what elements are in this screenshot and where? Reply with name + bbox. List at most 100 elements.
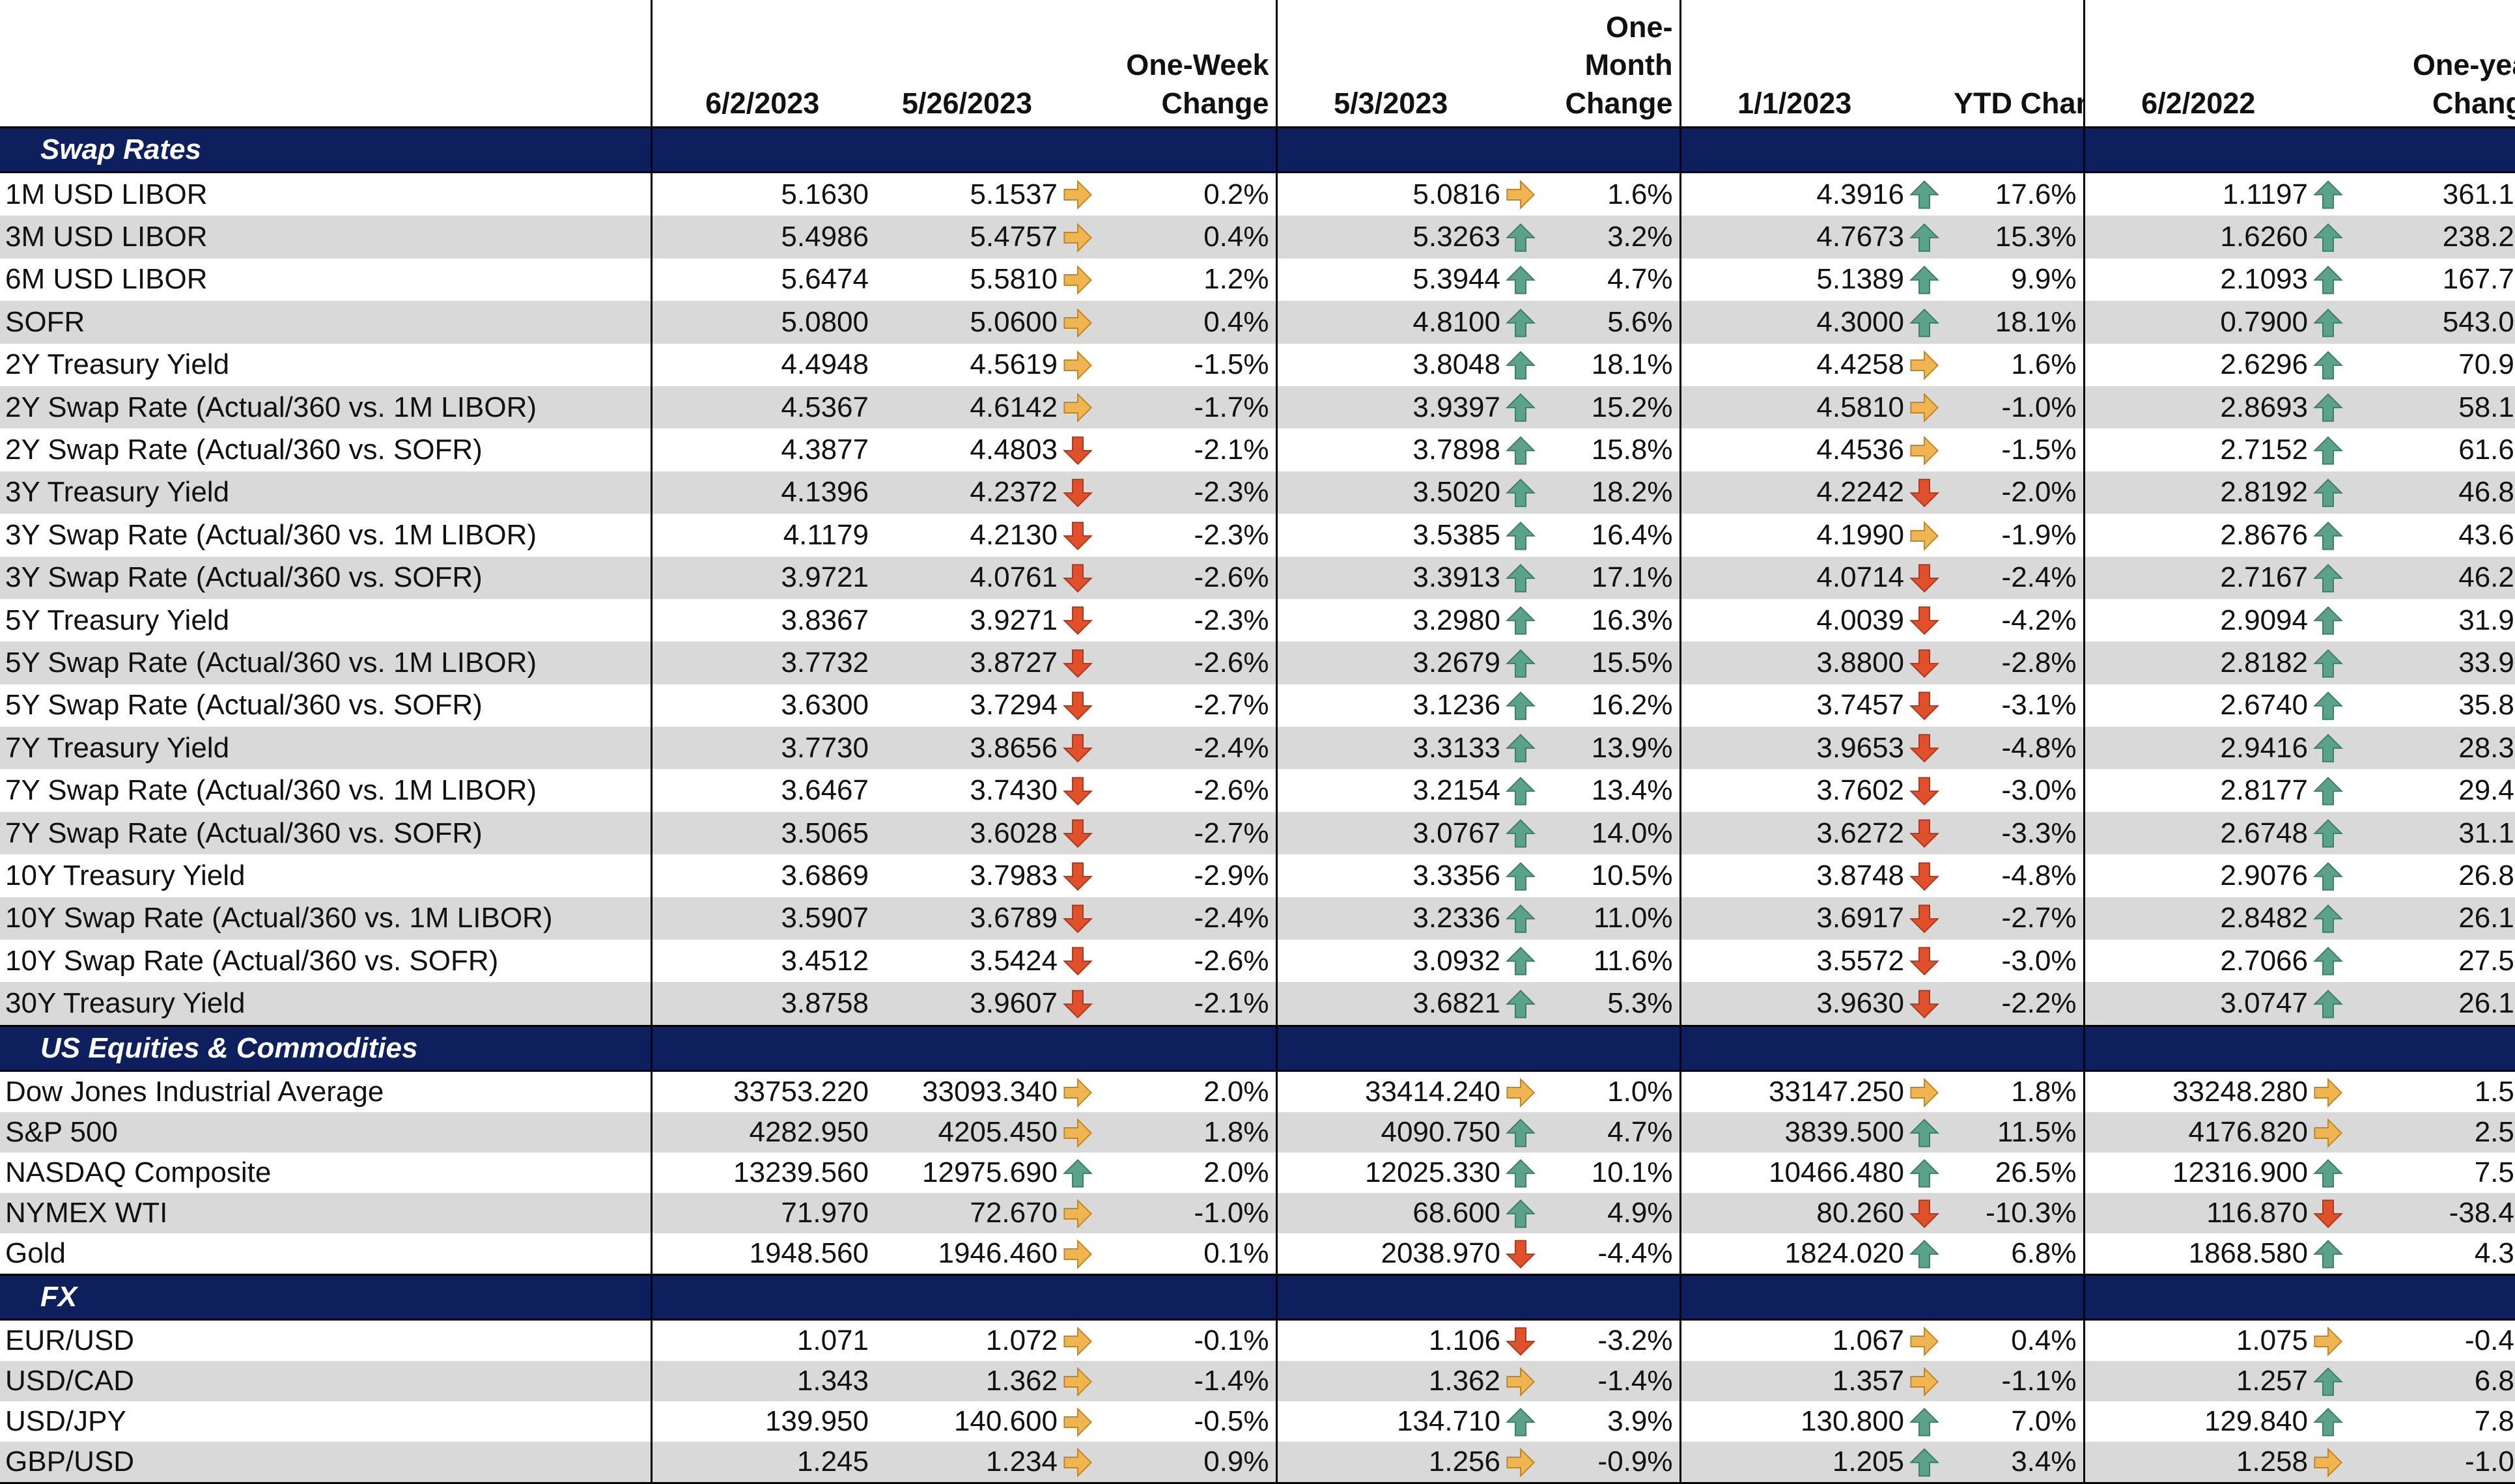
table-row: GBP/USD 1.245 1.234 0.9% 1.256 -0.9% 1.205 3.4%…	[0, 1441, 2515, 1484]
value-year-start: 1.067	[1679, 1319, 1908, 1361]
trend-ytd	[1908, 982, 1954, 1026]
table-row: 10Y Swap Rate (Actual/360 vs. 1M LIBOR) 3…	[0, 897, 2515, 940]
arrow-right-icon	[1063, 350, 1093, 380]
arrow-up-icon	[1909, 1448, 1939, 1477]
ytd-change: 1.6%	[2011, 348, 2077, 381]
arrow-down-icon	[1506, 1326, 1536, 1356]
value-one-year-ago: 1.6260	[2083, 216, 2312, 259]
one-month-change: -0.9%	[1550, 1441, 1680, 1484]
arrow-up-icon	[2313, 223, 2343, 252]
one-year-change: -0.4%	[2465, 1324, 2515, 1356]
arrow-up-icon	[2313, 819, 2343, 848]
instrument-name: 5Y Swap Rate (Actual/360 vs. SOFR)	[5, 689, 483, 721]
ytd-change: 3.4%	[1954, 1441, 2084, 1484]
trend-one-year	[2312, 1071, 2357, 1112]
table-row: 3M USD LIBOR 5.4986 5.4757 0.4% 5.3263 3.2% 4.…	[0, 216, 2515, 259]
section-header-row: Swap Rates	[0, 126, 2515, 173]
instrument-name: EUR/USD	[5, 1324, 135, 1356]
section-title: Swap Rates	[0, 126, 651, 173]
value-one-week-ago: 3.7294	[970, 689, 1058, 721]
table-row: 5Y Swap Rate (Actual/360 vs. SOFR) 3.6300…	[0, 684, 2515, 727]
value-one-year-ago: 2.6740	[2083, 684, 2312, 727]
arrow-up-icon	[1506, 692, 1536, 720]
value-current: 3.6300	[650, 684, 873, 727]
instrument-name: GBP/USD	[0, 1441, 651, 1484]
arrow-right-icon	[1910, 1326, 1939, 1356]
trend-one-year	[2312, 301, 2357, 344]
value-one-month-ago: 68.600	[1275, 1192, 1504, 1233]
one-week-change: -2.1%	[1194, 434, 1269, 466]
header-date-year: 6/2/2022	[2083, 0, 2312, 128]
section-header-fill	[1679, 1273, 1908, 1321]
arrow-right-icon	[1506, 1366, 1536, 1397]
one-year-change: 27.5%	[2458, 944, 2515, 977]
arrow-down-icon	[1063, 734, 1093, 763]
value-one-year-ago: 2.9076	[2083, 854, 2312, 897]
one-week-change: -1.7%	[1107, 385, 1276, 429]
arrow-up-icon	[1909, 1158, 1939, 1188]
value-year-start: 4.7673	[1679, 216, 1908, 259]
trend-one-month	[1504, 769, 1550, 811]
value-one-year-ago: 2.7066	[2083, 940, 2312, 983]
one-year-change: 7.8%	[2474, 1405, 2515, 1437]
instrument-name: 3Y Swap Rate (Actual/360 vs. SOFR)	[0, 556, 651, 599]
trend-one-week	[1061, 811, 1107, 855]
arrow-down-icon	[2313, 1199, 2343, 1228]
trend-one-year	[2312, 556, 2357, 599]
one-week-change: -2.6%	[1107, 641, 1276, 684]
instrument-name: 5Y Swap Rate (Actual/360 vs. 1M LIBOR)	[0, 641, 651, 684]
arrow-up-icon	[1909, 1118, 1939, 1147]
trend-ytd	[1908, 471, 1954, 514]
value-one-month-ago: 3.3133	[1275, 727, 1504, 770]
value-year-start: 4.0039	[1679, 598, 1908, 642]
value-one-month-ago: 3.5385	[1275, 514, 1504, 557]
section-header-fill	[873, 1273, 1061, 1321]
value-year-start: 130.800	[1679, 1401, 1908, 1442]
trend-one-week	[1061, 641, 1107, 684]
one-month-change: 3.2%	[1550, 216, 1680, 259]
value-one-year-ago: 116.870	[2083, 1192, 2312, 1233]
trend-one-week	[1061, 216, 1107, 259]
arrow-right-icon	[2314, 1117, 2343, 1148]
trend-one-year	[2312, 727, 2357, 770]
instrument-name: 3M USD LIBOR	[0, 216, 651, 259]
ytd-change: 0.4%	[2011, 1324, 2077, 1356]
trend-one-year	[2312, 471, 2357, 514]
arrow-right-icon	[1910, 393, 1939, 423]
value-current: 4.4948	[650, 343, 873, 386]
one-year-change: 361.1%	[2442, 178, 2515, 210]
trend-one-year	[2312, 811, 2357, 855]
one-year-change: 4.3%	[2474, 1237, 2515, 1269]
value-current: 3.8367	[650, 598, 873, 642]
arrow-down-icon	[1063, 692, 1093, 721]
trend-one-month	[1504, 1112, 1550, 1153]
one-week-change: -2.4%	[1107, 727, 1276, 770]
header-one-year-change: One-year Change	[2412, 48, 2515, 120]
trend-one-month	[1504, 471, 1550, 514]
header-one-week-change: One-Week Change	[1126, 48, 1269, 120]
one-month-change: 16.3%	[1591, 604, 1673, 636]
one-year-change: 543.0%	[2357, 301, 2515, 344]
trend-one-week	[1061, 344, 1107, 386]
value-one-month-ago: 3.0932	[1275, 940, 1504, 983]
trend-ytd	[1908, 684, 1954, 727]
value-current: 4.1396	[650, 471, 873, 514]
value-one-month-ago: 3.9397	[1275, 385, 1504, 429]
one-year-change: -1.0%	[2357, 1441, 2515, 1484]
value-one-week-ago: 3.8656	[873, 727, 1061, 770]
section-header-fill	[1908, 1024, 1954, 1072]
trend-ytd	[1908, 897, 1954, 940]
section-header-fill	[1679, 1024, 1908, 1072]
instrument-name: SOFR	[0, 301, 651, 344]
arrow-up-icon	[2313, 989, 2343, 1018]
value-one-month-ago: 3.2679	[1275, 641, 1504, 684]
trend-one-week	[1061, 897, 1107, 940]
value-current: 5.0800	[650, 301, 873, 344]
trend-one-month	[1504, 1192, 1550, 1233]
arrow-up-icon	[2313, 436, 2343, 465]
trend-one-week	[1061, 684, 1107, 727]
table-row: 3Y Swap Rate (Actual/360 vs. SOFR) 3.9721…	[0, 556, 2515, 599]
instrument-name: 3Y Swap Rate (Actual/360 vs. 1M LIBOR)	[5, 518, 537, 551]
trend-one-year	[2312, 982, 2357, 1026]
